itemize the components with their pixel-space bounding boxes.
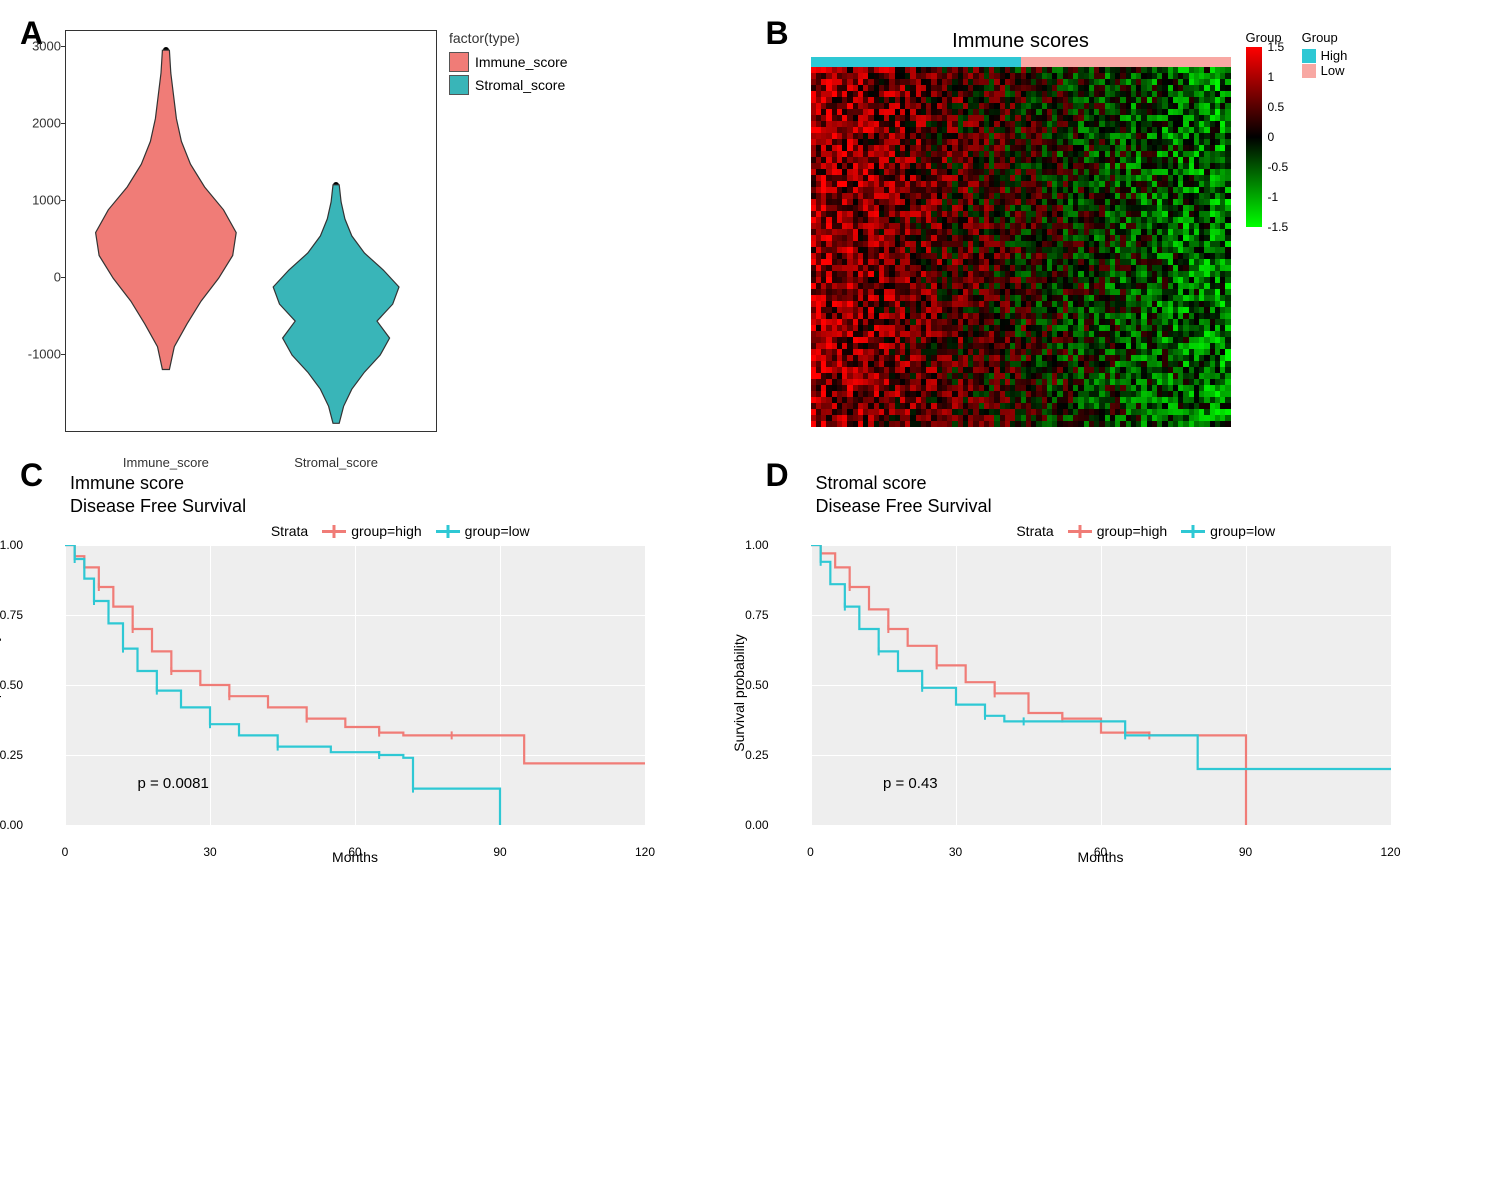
km-ytick: 0.00 — [0, 818, 23, 832]
km-ytick: 0.75 — [0, 608, 23, 622]
panel-b: B Immune scores Group 1.510.50-0.5-1-1.5 — [766, 20, 1482, 432]
figure-grid: A -10000100020003000 Immune_scoreStromal… — [20, 20, 1481, 825]
colorbar-tick: 1 — [1268, 70, 1275, 84]
violin-ytick: 0 — [54, 270, 61, 285]
km-c-plot: Survival probability Months 0.000.250.50… — [65, 545, 645, 825]
km-ytick: 1.00 — [745, 538, 768, 552]
km-ytick: 0.50 — [745, 678, 768, 692]
km-xtick: 90 — [1239, 845, 1252, 859]
km-xtick: 120 — [635, 845, 655, 859]
colorbar-tick: -1 — [1268, 190, 1279, 204]
colorbar-tick: 0.5 — [1268, 100, 1285, 114]
km-legend-item: group=low — [436, 523, 530, 539]
km-strata-label: Strata — [1016, 523, 1053, 539]
panel-b-label: B — [766, 15, 789, 52]
panel-c: C Immune score Disease Free Survival Str… — [20, 462, 736, 825]
km-legend-item: group=high — [322, 523, 421, 539]
km-c-legend: Strata group=high group=low — [65, 523, 736, 539]
violin-legend-title: factor(type) — [449, 30, 568, 46]
violin-ytick: 2000 — [32, 116, 61, 131]
km-xtick: 0 — [807, 845, 814, 859]
violin-y-axis: -1000 0 1000 2000 3000 — [16, 31, 61, 431]
violin-plot: -10000100020003000 Immune_scoreStromal_s… — [65, 30, 437, 432]
km-xtick: 90 — [493, 845, 506, 859]
km-ytick: 0.25 — [0, 748, 23, 762]
km-ytick: 0.25 — [745, 748, 768, 762]
km-ytick: 0.00 — [745, 818, 768, 832]
km-ytick: 0.50 — [0, 678, 23, 692]
km-d-title: Stromal score Disease Free Survival — [816, 472, 1482, 517]
km-c-ylabel: Survival probability — [0, 634, 1, 752]
km-legend-item: group=high — [1068, 523, 1167, 539]
km-strata-label: Strata — [271, 523, 308, 539]
km-d-legend: Strata group=high group=low — [811, 523, 1482, 539]
group-legend-item: High — [1302, 48, 1348, 63]
colorbar-tick: 0 — [1268, 130, 1275, 144]
km-d-ylabel: Survival probability — [731, 634, 747, 752]
km-ytick: 0.75 — [745, 608, 768, 622]
colorbar-tick: 1.5 — [1268, 40, 1285, 54]
colorbar-tick: -1.5 — [1268, 220, 1289, 234]
km-c-title-l2: Disease Free Survival — [70, 496, 246, 516]
km-xtick: 30 — [949, 845, 962, 859]
violin-ytick: 1000 — [32, 193, 61, 208]
km-d-title-l1: Stromal score — [816, 473, 927, 493]
violin-legend-item: Stromal_score — [449, 75, 568, 95]
km-xtick: 30 — [203, 845, 216, 859]
panel-d: D Stromal score Disease Free Survival St… — [766, 462, 1482, 825]
heatmap-annotation-bar — [811, 57, 1231, 67]
km-c-title-l1: Immune score — [70, 473, 184, 493]
violin-ytick: -1000 — [28, 347, 61, 362]
colorbar-tick: -0.5 — [1268, 160, 1289, 174]
panel-d-label: D — [766, 457, 789, 494]
violin-ytick: 3000 — [32, 39, 61, 54]
km-xtick: 0 — [62, 845, 69, 859]
km-d-plot: Survival probability Months 0.000.250.50… — [811, 545, 1391, 825]
group-legend-title: Group — [1302, 30, 1348, 45]
panel-c-label: C — [20, 457, 43, 494]
heatmap: Immune scores — [811, 30, 1231, 427]
km-xtick: 60 — [348, 845, 361, 859]
km-ytick: 1.00 — [0, 538, 23, 552]
colorbar — [1246, 47, 1262, 227]
km-c-title: Immune score Disease Free Survival — [70, 472, 736, 517]
heatmap-title: Immune scores — [811, 30, 1231, 53]
violin-legend: factor(type) Immune_score Stromal_score — [449, 30, 568, 98]
panel-a: A -10000100020003000 Immune_scoreStromal… — [20, 20, 736, 432]
km-legend-item: group=low — [1181, 523, 1275, 539]
km-xtick: 120 — [1380, 845, 1400, 859]
heatmap-canvas — [811, 67, 1231, 427]
group-legend: Group HighLow — [1302, 30, 1348, 227]
group-legend-item: Low — [1302, 63, 1348, 78]
km-d-title-l2: Disease Free Survival — [816, 496, 992, 516]
km-xtick: 60 — [1094, 845, 1107, 859]
violin-legend-item: Immune_score — [449, 52, 568, 72]
